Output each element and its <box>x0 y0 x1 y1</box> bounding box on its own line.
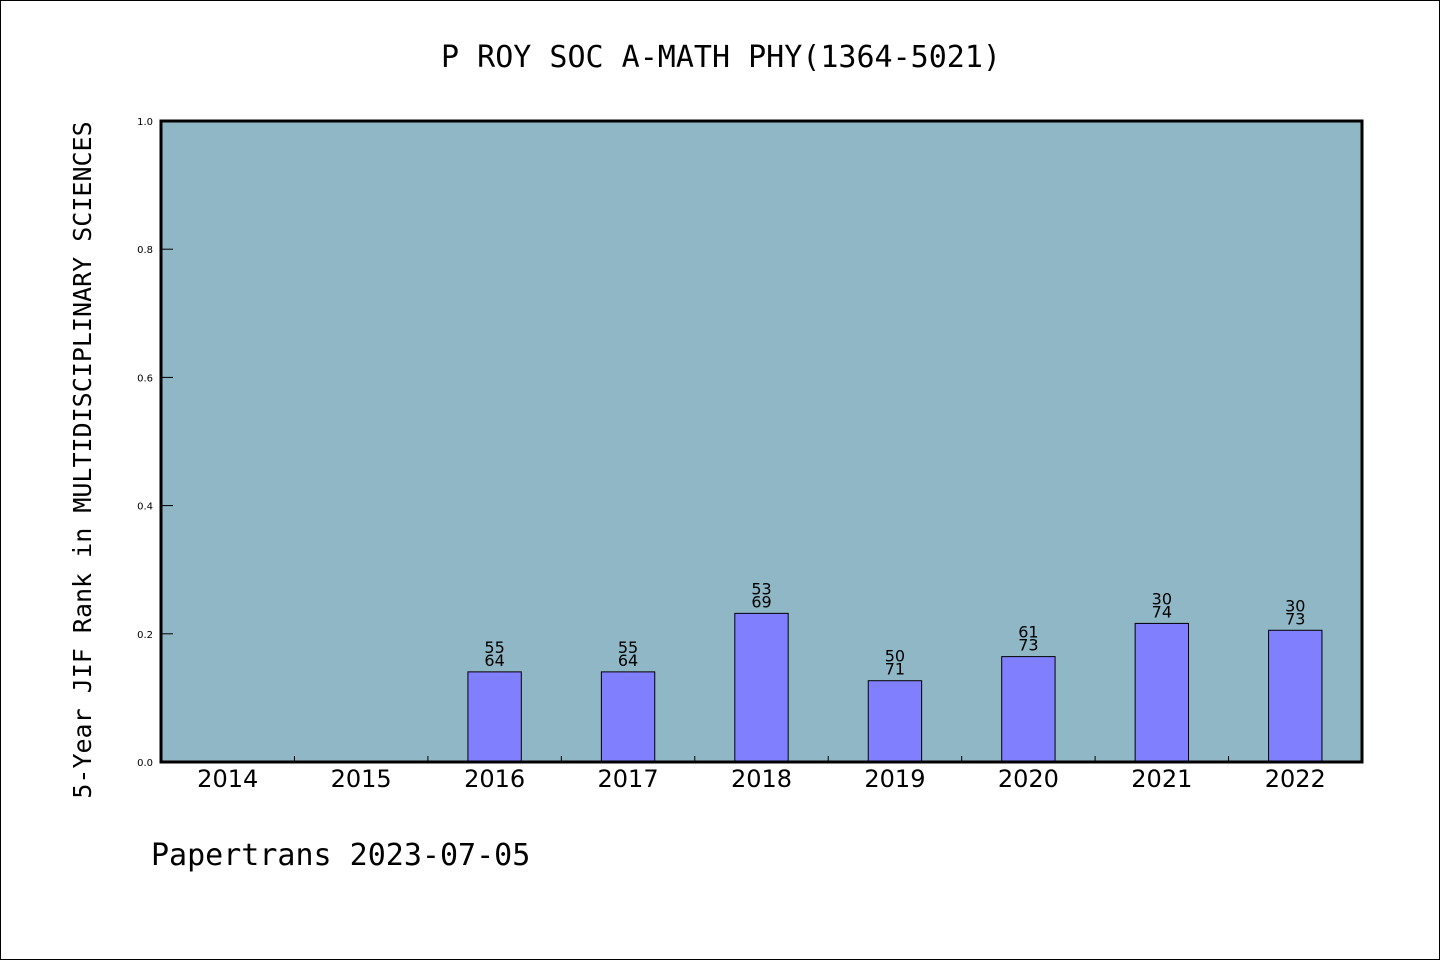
y-tick-label: 0.0 <box>137 758 153 769</box>
y-tick-label: 0.8 <box>137 245 153 256</box>
x-tick-label: 2015 <box>331 765 392 793</box>
axis-ticks-group: 2014 2015 2016 2017 2018 2019 2020 2021 2022 0.0 0… <box>137 117 1326 793</box>
bar <box>1001 656 1056 763</box>
bar-total-label: 73 <box>1018 636 1038 655</box>
bar-rank-label: 53 <box>751 579 771 598</box>
x-tick-label: 2016 <box>464 765 525 793</box>
y-tick-label: 0.6 <box>137 373 153 384</box>
bar <box>600 671 656 763</box>
bar <box>1134 622 1190 763</box>
y-axis-label: 5-Year JIF Rank in MULTIDISCIPLINARY SCI… <box>68 121 97 798</box>
x-tick-label: 2019 <box>864 765 925 793</box>
bar-rank-label: 30 <box>1152 589 1172 608</box>
x-tick-label: 2014 <box>197 765 258 793</box>
x-tick-label: 2018 <box>731 765 792 793</box>
bar-rank-label: 55 <box>618 638 638 657</box>
x-tick-label: 2022 <box>1265 765 1326 793</box>
bar-total-label: 73 <box>1285 609 1305 628</box>
x-tick-label: 2020 <box>998 765 1059 793</box>
y-tick-label: 1.0 <box>137 117 153 128</box>
bar-rank-label: 61 <box>1018 623 1038 642</box>
bar-rank-label: 50 <box>885 647 905 666</box>
plot-border <box>159 119 1364 764</box>
footer-text: Papertrans 2023-07-05 <box>151 838 530 873</box>
bar-total-label: 64 <box>484 651 504 670</box>
x-tick-label: 2021 <box>1131 765 1192 793</box>
bar <box>867 680 923 763</box>
bar-rank-label: 55 <box>484 638 504 657</box>
x-tick-label: 2017 <box>598 765 659 793</box>
chart-title: P ROY SOC A-MATH PHY(1364-5021) <box>441 40 1001 75</box>
bar-rank-label: 30 <box>1285 596 1305 615</box>
bar-total-label: 74 <box>1152 602 1172 621</box>
bar <box>1268 629 1323 763</box>
bar <box>467 671 522 763</box>
bar-total-label: 64 <box>618 651 638 670</box>
bar <box>734 612 789 763</box>
y-tick-label: 0.2 <box>137 630 153 641</box>
y-tick-label: 0.4 <box>137 502 153 513</box>
bar-total-label: 69 <box>751 592 771 611</box>
bar-total-label: 71 <box>885 660 905 679</box>
